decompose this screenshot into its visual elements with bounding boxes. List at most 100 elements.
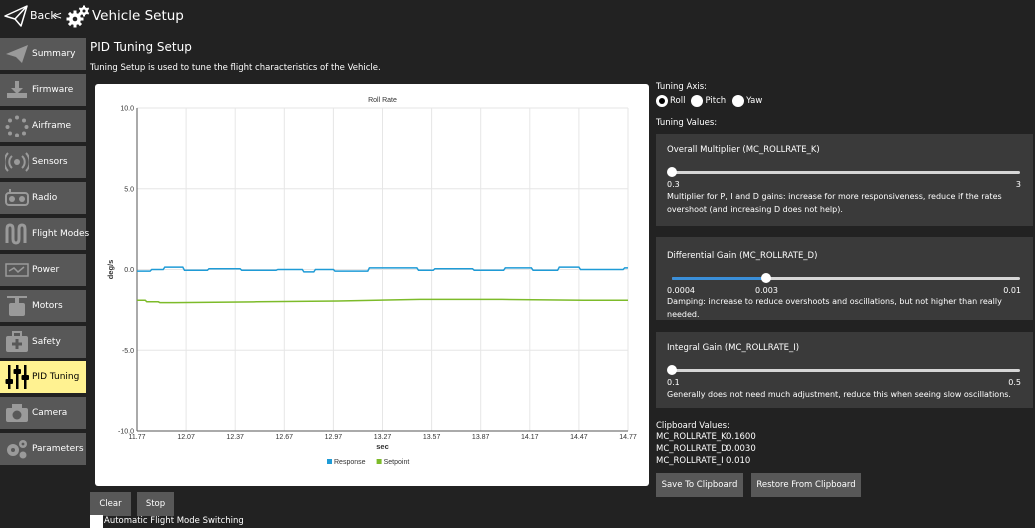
slider-min-label: 0.3 bbox=[667, 180, 680, 189]
sidebar-item-label: Sensors bbox=[32, 157, 68, 167]
x-tick-label: 14.17 bbox=[521, 434, 539, 441]
y-tick-label: -10.0 bbox=[118, 429, 134, 436]
airframe-icon bbox=[3, 113, 31, 139]
paper-plane-icon[interactable] bbox=[4, 5, 28, 27]
save-to-clipboard-button[interactable]: Save To Clipboard bbox=[656, 473, 743, 497]
clipboard-title: Clipboard Values: bbox=[656, 421, 730, 431]
rollrate-k-slider[interactable] bbox=[667, 167, 1020, 177]
slider-min-label: 0.1 bbox=[667, 378, 680, 387]
slider-handle[interactable] bbox=[760, 273, 771, 283]
chart-canvas: 10.0 5.0 0.0 -5.0 -10.011.77 12.07 12.37 12.67 1… bbox=[106, 97, 637, 466]
sidebar-item-camera[interactable]: Camera bbox=[0, 397, 86, 429]
sidebar-item-label: Safety bbox=[32, 337, 61, 347]
sidebar-item-pid-tuning[interactable]: PID Tuning bbox=[0, 361, 86, 393]
gears-icon bbox=[3, 436, 31, 462]
paper-plane-icon bbox=[3, 41, 31, 67]
x-tick-label: 11.77 bbox=[129, 434, 146, 441]
page-header-title: Vehicle Setup bbox=[92, 8, 184, 24]
sidebar-item-parameters[interactable]: Parameters bbox=[0, 433, 86, 465]
radio-pitch[interactable]: Pitch bbox=[691, 95, 726, 107]
roll-rate-chart: 10.0 5.0 0.0 -5.0 -10.0 11.77 12.07 12.37 12.67 1… bbox=[95, 84, 649, 486]
sidebar-item-label: Airframe bbox=[32, 121, 72, 131]
clear-button[interactable]: Clear bbox=[90, 492, 131, 516]
slider-value-label: 0.003 bbox=[755, 286, 778, 295]
sidebar-item-firmware[interactable]: Firmware bbox=[0, 74, 86, 106]
sidebar-item-flight-modes[interactable]: Flight Modes bbox=[0, 218, 90, 250]
series-line-response bbox=[137, 266, 628, 273]
auto-mode-switch-checkbox[interactable] bbox=[90, 515, 103, 528]
sidebar-item-radio[interactable]: Radio bbox=[0, 182, 86, 214]
slider-min-label: 0.0004 bbox=[667, 286, 695, 295]
page-description: Tuning Setup is used to tune the flight … bbox=[90, 63, 381, 73]
x-tick-label: 12.07 bbox=[177, 434, 195, 441]
sidebar-item-label: Radio bbox=[32, 193, 58, 203]
page-title: PID Tuning Setup bbox=[90, 40, 192, 54]
sidebar-item-label: Flight Modes bbox=[32, 229, 90, 239]
sidebar-item-motors[interactable]: Motors bbox=[0, 290, 86, 322]
motor-icon bbox=[3, 293, 31, 319]
stop-button[interactable]: Stop bbox=[137, 492, 174, 516]
radio-roll[interactable]: Roll bbox=[656, 95, 685, 107]
slider-handle[interactable] bbox=[667, 365, 677, 375]
first-aid-icon bbox=[3, 329, 31, 355]
x-tick-label: 14.77 bbox=[619, 434, 637, 441]
restore-from-clipboard-button[interactable]: Restore From Clipboard bbox=[751, 473, 861, 497]
y-axis-label: deg/s bbox=[106, 260, 115, 280]
chart-title: Roll Rate bbox=[368, 97, 397, 104]
tuning-axis-radio-group: Roll Pitch Yaw bbox=[656, 94, 768, 108]
slider-max-label: 0.5 bbox=[1008, 378, 1021, 387]
auto-mode-switch-label: Automatic Flight Mode Switching bbox=[104, 516, 244, 526]
clipboard-param-name: MC_ROLLRATE_D bbox=[656, 444, 728, 454]
download-icon bbox=[3, 77, 31, 103]
sidebar-item-label: Camera bbox=[32, 408, 68, 418]
gears-icon bbox=[66, 5, 90, 29]
sidebar-item-label: Motors bbox=[32, 301, 63, 311]
sidebar-item-label: Power bbox=[32, 265, 60, 275]
clipboard-param-name: MC_ROLLRATE_I bbox=[656, 456, 724, 466]
y-tick-label: 10.0 bbox=[120, 106, 134, 113]
back-button[interactable]: Back bbox=[30, 9, 57, 22]
legend-swatch bbox=[327, 459, 332, 464]
y-tick-label: -5.0 bbox=[122, 348, 134, 355]
param-description: Multiplier for P, I and D gains: increas… bbox=[667, 192, 1002, 214]
x-tick-label: 12.97 bbox=[325, 434, 343, 441]
x-tick-label: 13.87 bbox=[472, 434, 490, 441]
slider-handle[interactable] bbox=[667, 167, 677, 177]
legend-label: Setpoint bbox=[384, 459, 410, 466]
rollrate-i-slider[interactable] bbox=[667, 365, 1020, 375]
radio-button[interactable] bbox=[656, 95, 668, 107]
clipboard-row: MC_ROLLRATE_K0.1600 bbox=[656, 432, 756, 442]
legend-label: Response bbox=[334, 459, 366, 466]
radio-waves-icon bbox=[3, 149, 31, 175]
sidebar-item-sensors[interactable]: Sensors bbox=[0, 146, 86, 178]
sidebar-item-label: Summary bbox=[32, 49, 76, 59]
param-title: Integral Gain (MC_ROLLRATE_I) bbox=[667, 343, 800, 353]
y-tick-label: 0.0 bbox=[124, 267, 134, 274]
param-box-rollrate-d: Differential Gain (MC_ROLLRATE_D) 0.0004… bbox=[656, 237, 1033, 320]
x-tick-label: 13.57 bbox=[423, 434, 441, 441]
tuning-axis-label: Tuning Axis: bbox=[656, 82, 708, 92]
sidebar-item-power[interactable]: Power bbox=[0, 254, 86, 286]
param-box-rollrate-i: Integral Gain (MC_ROLLRATE_I) 0.1 0.5 Ge… bbox=[656, 332, 1033, 408]
clipboard-param-value: 0.0030 bbox=[726, 444, 756, 454]
x-axis-label: sec bbox=[376, 442, 389, 451]
rollrate-d-slider[interactable] bbox=[672, 273, 1020, 283]
radio-button[interactable] bbox=[691, 95, 704, 107]
radio-yaw[interactable]: Yaw bbox=[732, 95, 762, 107]
power-icon bbox=[3, 257, 31, 283]
tuning-values-label: Tuning Values: bbox=[656, 118, 718, 128]
sidebar-item-summary[interactable]: Summary bbox=[0, 38, 86, 70]
clipboard-param-value: 0.1600 bbox=[726, 432, 756, 442]
series-line-setpoint bbox=[137, 298, 628, 304]
param-description: Damping: increase to reduce overshoots a… bbox=[667, 297, 1002, 319]
sidebar-item-label: PID Tuning bbox=[32, 372, 80, 382]
param-box-rollrate-k: Overall Multiplier (MC_ROLLRATE_K) 0.3 3… bbox=[656, 134, 1033, 226]
flight-modes-icon bbox=[3, 221, 31, 247]
x-tick-label: 14.47 bbox=[570, 434, 588, 441]
sidebar-item-airframe[interactable]: Airframe bbox=[0, 110, 86, 142]
slider-fill bbox=[672, 277, 766, 280]
radio-label: Pitch bbox=[705, 96, 727, 106]
sidebar-item-label: Parameters bbox=[32, 444, 84, 454]
sidebar-item-safety[interactable]: Safety bbox=[0, 326, 86, 358]
radio-button[interactable] bbox=[732, 95, 745, 107]
